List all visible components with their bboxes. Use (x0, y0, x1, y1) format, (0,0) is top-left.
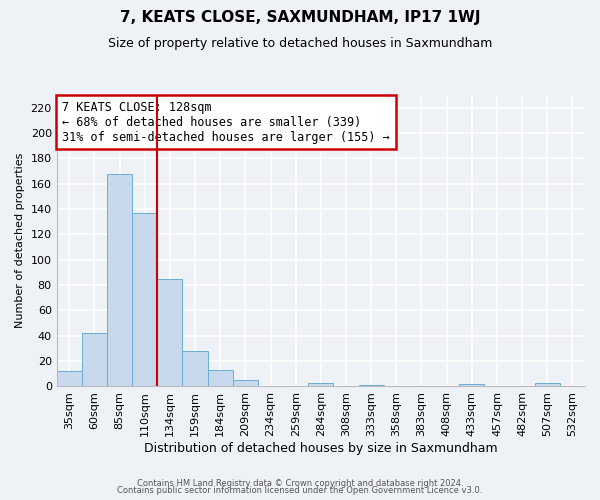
Bar (157, 278, 182, 386)
Bar (535, 382, 560, 386)
Bar (132, 213, 157, 386)
Text: Contains HM Land Registry data © Crown copyright and database right 2024.: Contains HM Land Registry data © Crown c… (137, 478, 463, 488)
Y-axis label: Number of detached properties: Number of detached properties (15, 153, 25, 328)
Bar (233, 380, 258, 386)
Bar (56, 372, 82, 386)
Text: 7, KEATS CLOSE, SAXMUNDHAM, IP17 1WJ: 7, KEATS CLOSE, SAXMUNDHAM, IP17 1WJ (120, 10, 480, 25)
Bar (82, 333, 107, 386)
Bar (308, 382, 334, 386)
Bar (107, 174, 132, 386)
Bar (459, 384, 484, 386)
Text: 7 KEATS CLOSE: 128sqm
← 68% of detached houses are smaller (339)
31% of semi-det: 7 KEATS CLOSE: 128sqm ← 68% of detached … (62, 100, 390, 144)
X-axis label: Distribution of detached houses by size in Saxmundham: Distribution of detached houses by size … (144, 442, 497, 455)
Text: Contains public sector information licensed under the Open Government Licence v3: Contains public sector information licen… (118, 486, 482, 495)
Bar (359, 385, 384, 386)
Bar (208, 370, 233, 386)
Bar (182, 351, 208, 386)
Text: Size of property relative to detached houses in Saxmundham: Size of property relative to detached ho… (108, 38, 492, 51)
